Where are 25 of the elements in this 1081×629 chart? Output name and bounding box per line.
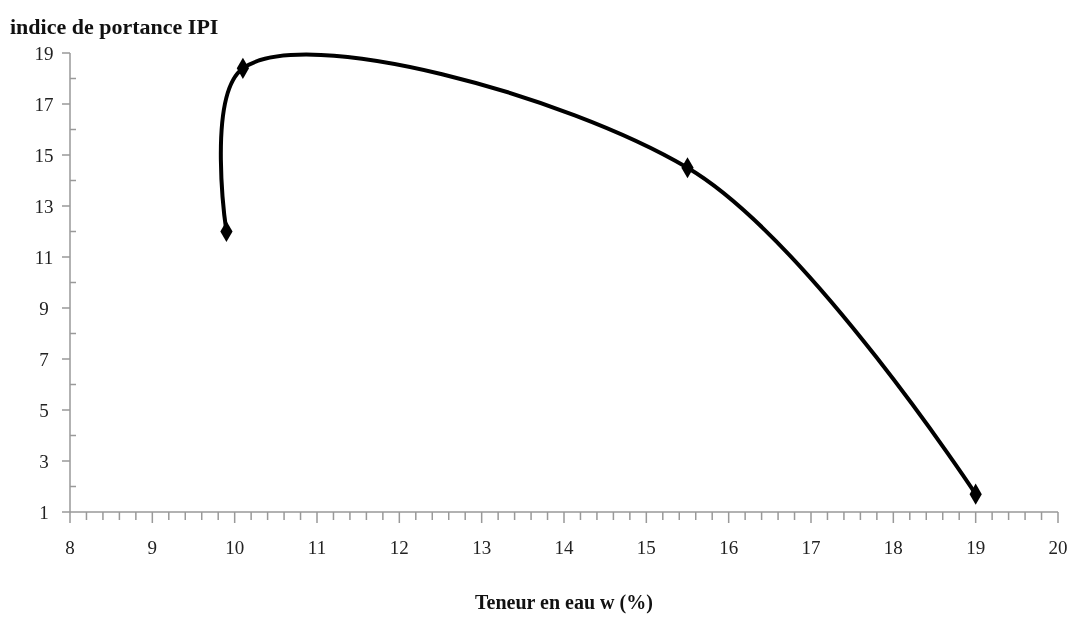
chart-title: indice de portance IPI: [10, 14, 219, 39]
x-tick-label: 8: [65, 537, 75, 558]
x-tick-label: 9: [147, 537, 158, 558]
x-tick-label: 19: [966, 537, 986, 558]
x-tick-label: 20: [1048, 537, 1068, 558]
x-tick-label: 13: [472, 537, 492, 558]
x-tick-label: 11: [307, 537, 327, 558]
y-tick-label: 15: [34, 144, 54, 166]
x-axis-title: Teneur en eau w (%): [475, 591, 653, 614]
x-tick-label: 18: [883, 537, 903, 558]
y-tick-label: 19: [34, 42, 54, 64]
x-tick-label: 17: [801, 537, 821, 558]
x-tick-label: 10: [225, 537, 245, 558]
y-tick-label: 17: [34, 93, 54, 115]
y-tick-label: 7: [39, 348, 49, 370]
y-tick-label: 5: [39, 399, 49, 421]
x-tick-label: 16: [719, 537, 739, 558]
y-tick-label: 9: [39, 297, 49, 319]
x-tick-label: 15: [636, 537, 656, 558]
y-tick-label: 11: [34, 246, 54, 268]
x-tick-label: 14: [554, 537, 574, 558]
y-tick-label: 3: [39, 450, 49, 472]
y-tick-label: 13: [34, 195, 54, 217]
y-tick-label: 1: [39, 501, 49, 523]
x-tick-label: 12: [389, 537, 409, 558]
